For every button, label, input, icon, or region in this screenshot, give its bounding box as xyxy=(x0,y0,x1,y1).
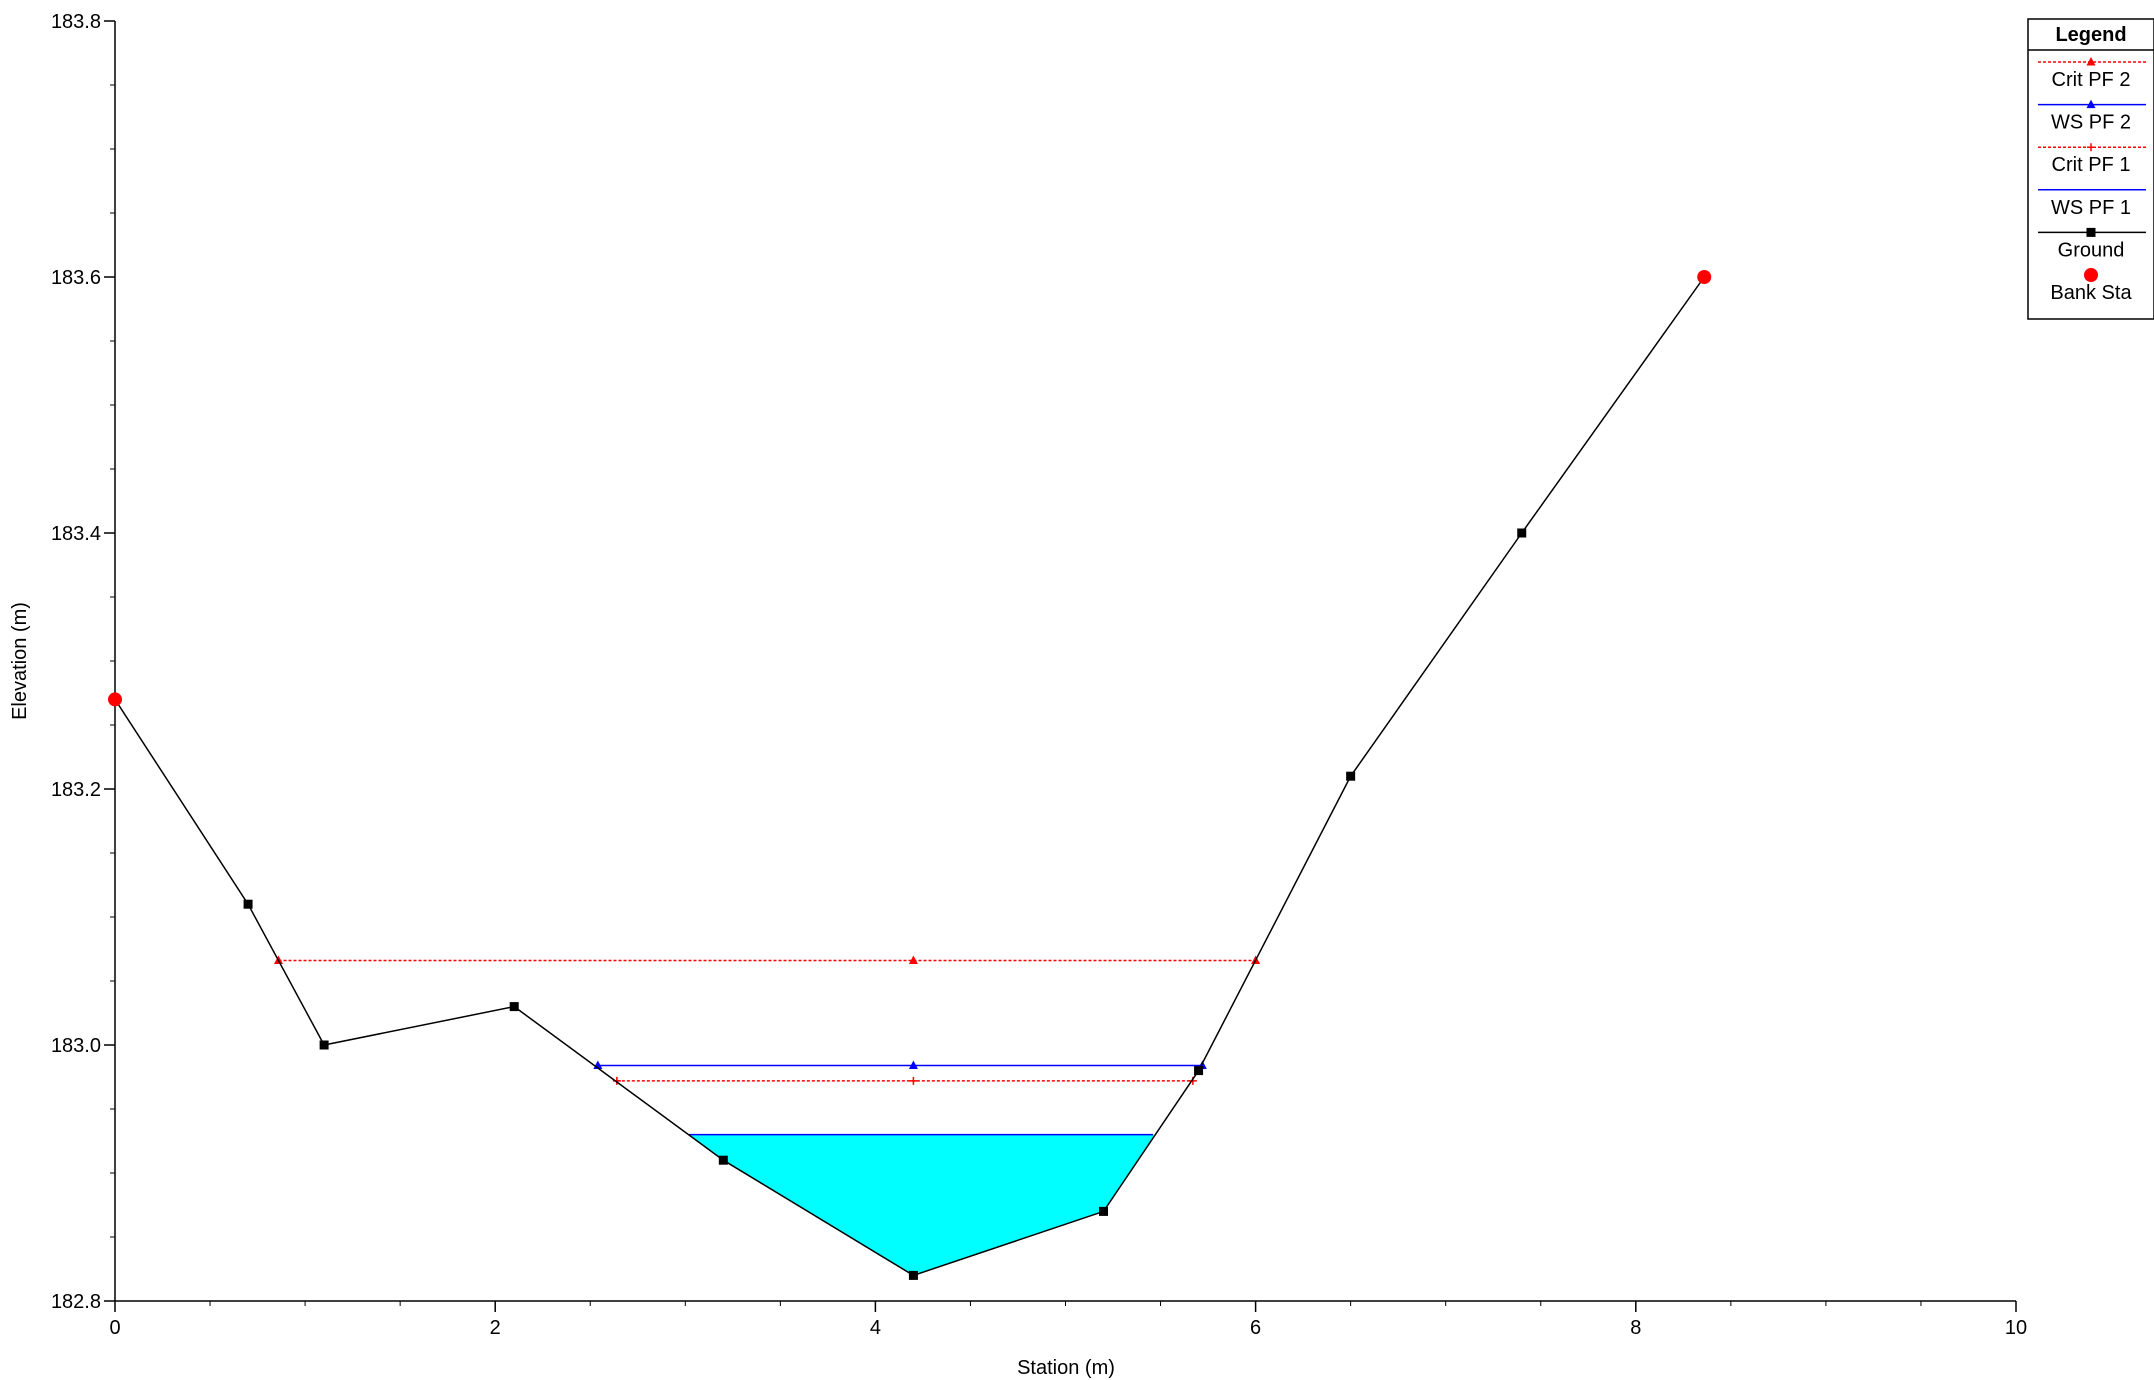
legend-label-bank-sta: Bank Sta xyxy=(2050,282,2132,304)
legend-label-crit-pf-1: Crit PF 1 xyxy=(2052,154,2131,176)
x-tick-label: 6 xyxy=(1250,1317,1261,1339)
data-point-bank-sta xyxy=(108,692,122,707)
x-tick-label: 10 xyxy=(2005,1317,2027,1339)
y-axis-title: Elevation (m) xyxy=(9,602,31,720)
y-tick-label: 183.6 xyxy=(51,267,101,289)
legend: Legend Crit PF 2 WS PF 2 Crit PF 1 WS PF 1 Gr… xyxy=(2027,18,2154,320)
legend-label-ws-pf-1: WS PF 1 xyxy=(2051,197,2131,219)
legend-marker-ws-pf-2 xyxy=(2086,99,2096,109)
x-tick-label: 8 xyxy=(1630,1317,1641,1339)
y-tick-label: 183.4 xyxy=(51,523,101,545)
x-tick-label: 0 xyxy=(109,1317,120,1339)
data-point-crit-pf-2 xyxy=(908,955,918,965)
y-tick-label: 182.8 xyxy=(51,1291,101,1313)
series-ws-pf-2 xyxy=(593,1060,1207,1069)
x-tick-label: 2 xyxy=(490,1317,501,1339)
ticks: 182.8 183.0 183.2 183.4 183.6 183.8 0 2 4 6 8 10 xyxy=(51,11,2027,1339)
data-point-ground xyxy=(718,1155,728,1165)
series-crit-pf-2 xyxy=(273,955,1261,965)
series-line-ground xyxy=(114,276,1705,1277)
legend-title: Legend xyxy=(2055,24,2126,46)
data-point-ground xyxy=(243,899,253,909)
legend-label-ws-pf-2: WS PF 2 xyxy=(2051,112,2131,134)
data-point-ground xyxy=(1517,528,1527,538)
data-point-bank-sta xyxy=(1697,270,1712,284)
series-crit-pf-1 xyxy=(612,1076,1197,1085)
legend-marker-bank-sta xyxy=(2084,268,2098,282)
data-point-crit-pf-1 xyxy=(909,1076,918,1085)
data-point-ground xyxy=(1099,1206,1109,1216)
y-tick-label: 183.8 xyxy=(51,11,101,33)
data-point-ground xyxy=(1346,771,1356,781)
legend-marker-ground xyxy=(2086,227,2096,237)
axes xyxy=(114,21,2016,1302)
legend-label-crit-pf-2: Crit PF 2 xyxy=(2052,69,2131,91)
series-bank-sta xyxy=(108,270,1712,707)
water-fill-layer xyxy=(688,1134,1156,1276)
legend-marker-crit-pf-1 xyxy=(2087,143,2095,152)
x-tick-label: 4 xyxy=(870,1317,881,1339)
data-point-ground xyxy=(908,1270,918,1280)
y-tick-label: 183.2 xyxy=(51,779,101,801)
data-point-ground xyxy=(509,1002,519,1012)
legend-label-ground: Ground xyxy=(2058,239,2125,261)
water-area-fill xyxy=(688,1134,1156,1276)
y-tick-label: 183.0 xyxy=(51,1035,101,1057)
series xyxy=(108,270,1712,1280)
data-point-ws-pf-2 xyxy=(908,1060,918,1069)
series-ground xyxy=(110,272,1709,1280)
data-point-ground xyxy=(1194,1066,1204,1076)
x-axis-title: Station (m) xyxy=(1017,1357,1115,1379)
data-point-ground xyxy=(319,1040,329,1050)
legend-marker-crit-pf-2 xyxy=(2086,57,2096,66)
